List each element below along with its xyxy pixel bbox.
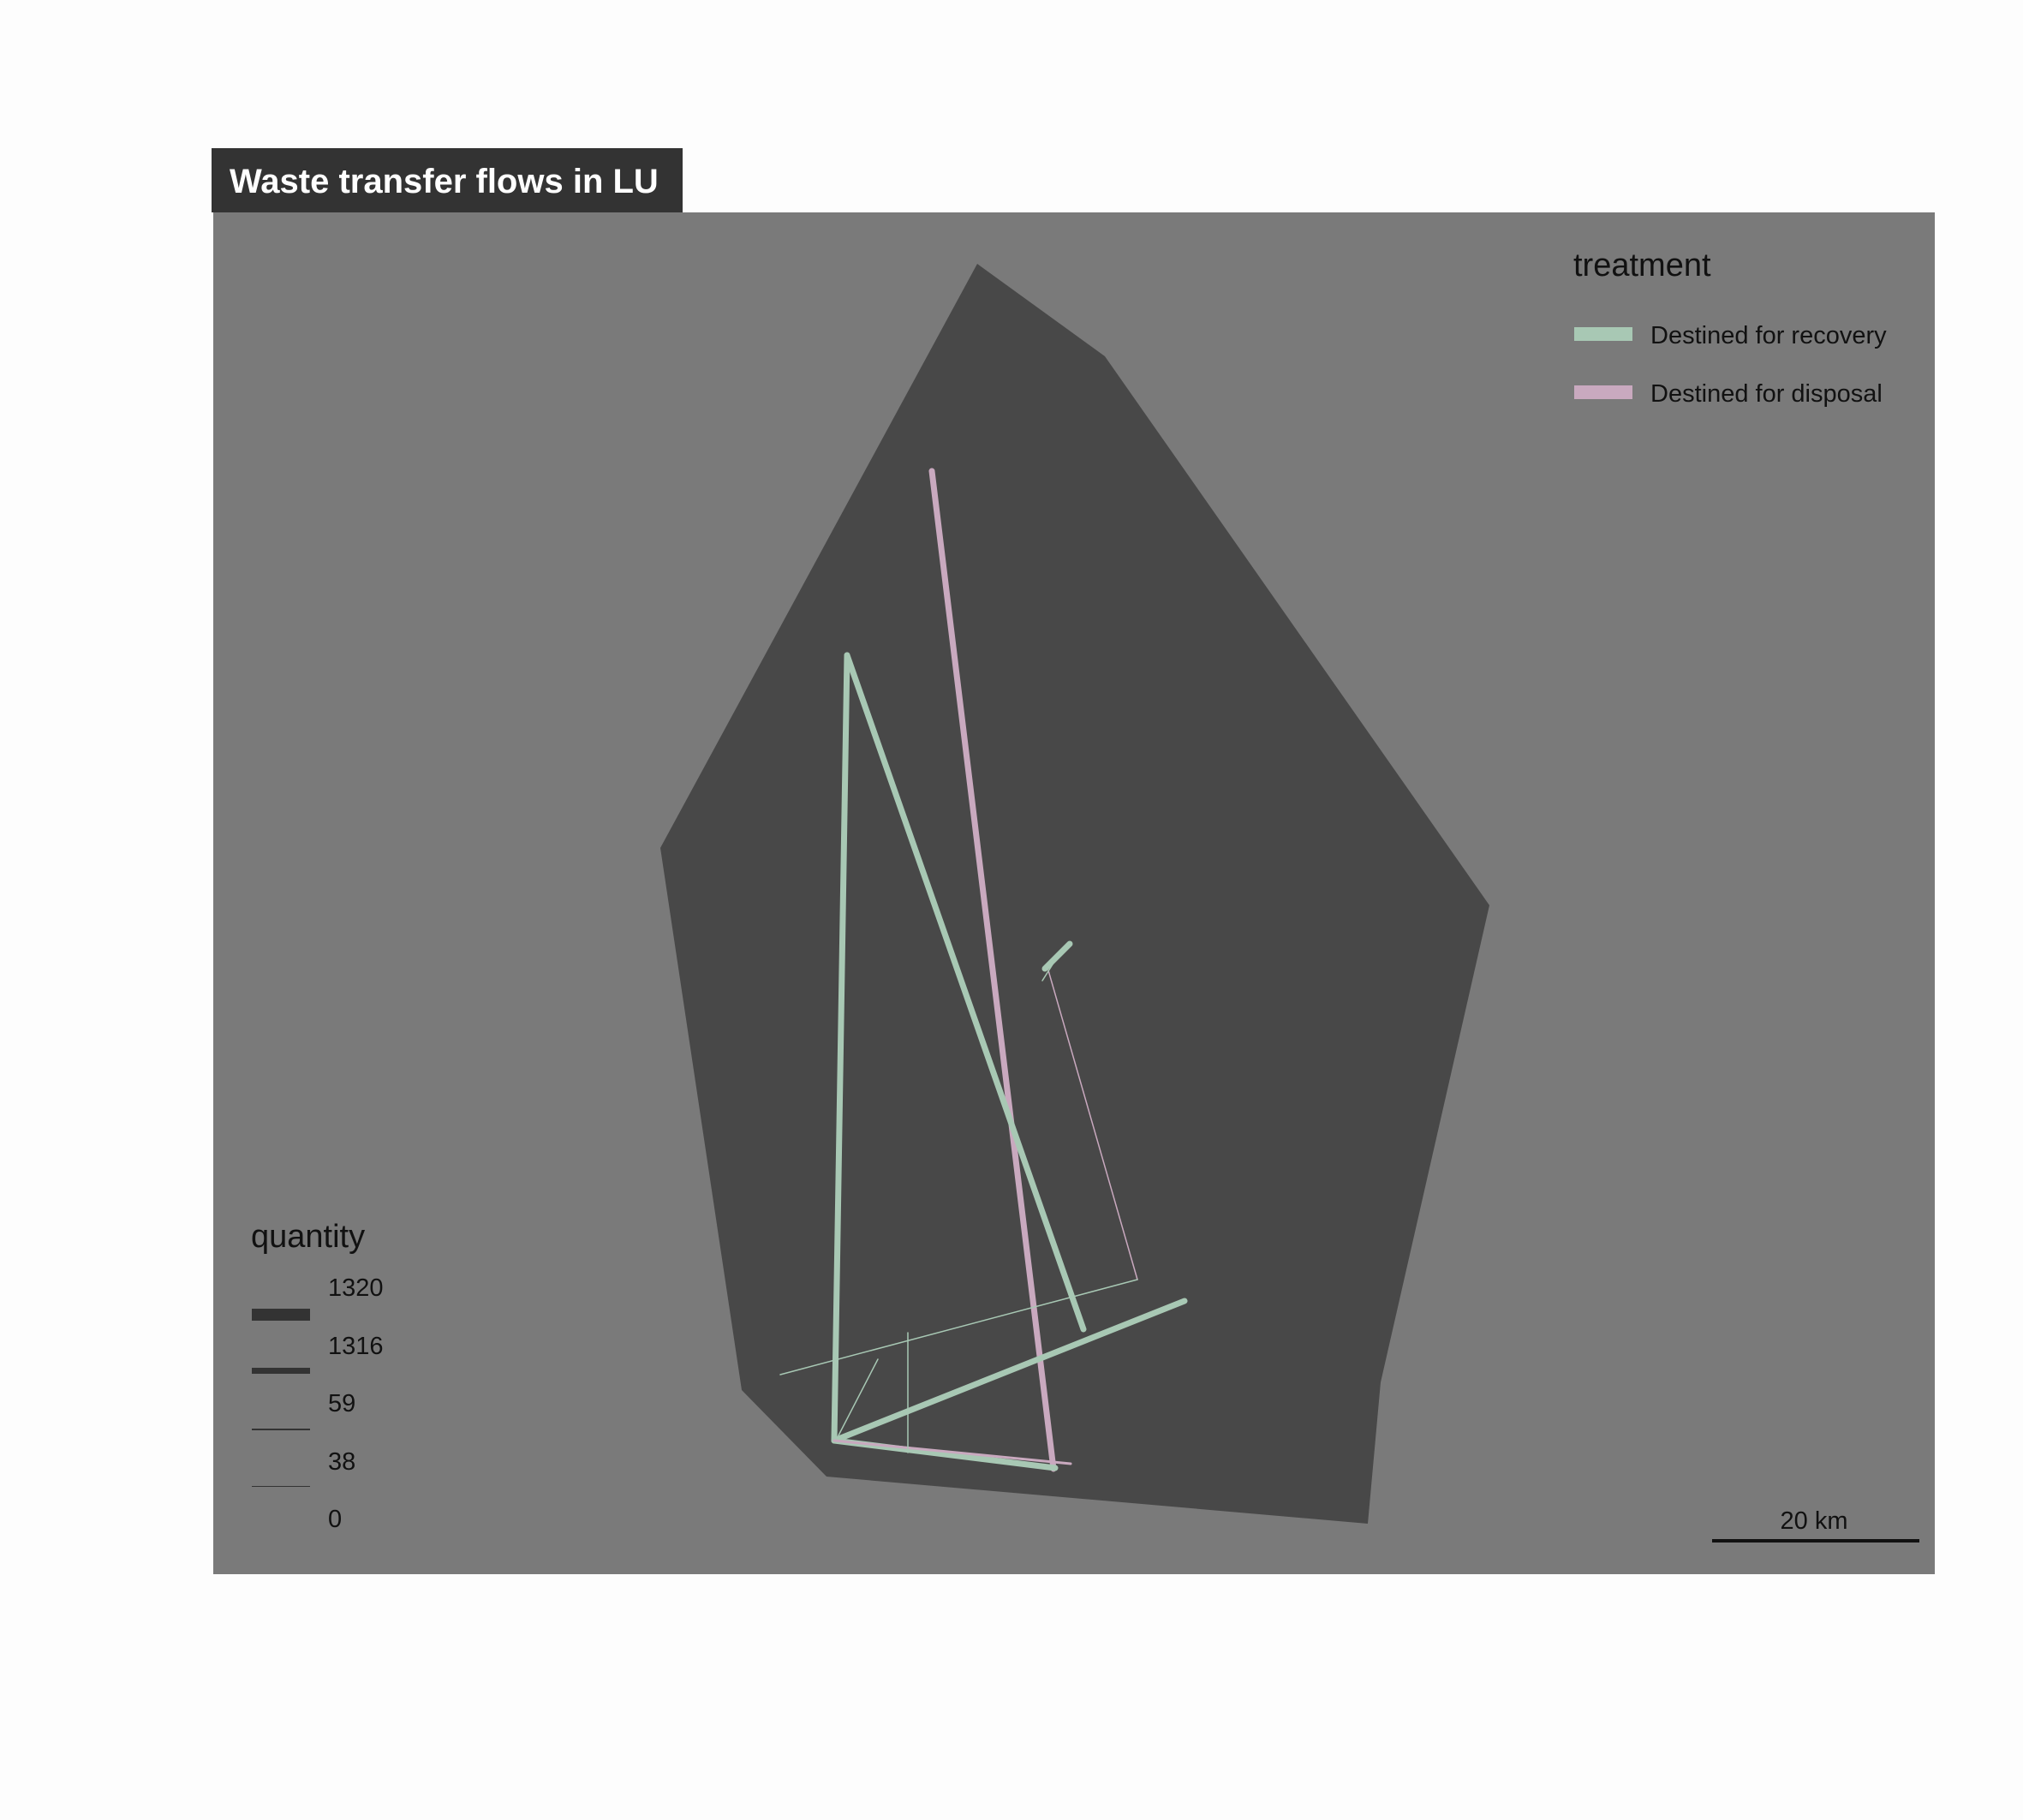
quantity-legend-label: 1316 xyxy=(328,1333,384,1360)
flow-line-disposal xyxy=(1047,970,1138,1280)
flow-line-recovery xyxy=(831,1298,1188,1444)
flow-line-recovery xyxy=(1041,940,1073,972)
flow-line-recovery xyxy=(779,1279,1138,1375)
quantity-legend-line-1320 xyxy=(252,1309,310,1321)
legend-swatch-disposal xyxy=(1574,385,1632,399)
luxembourg-country-shape xyxy=(660,264,1489,1524)
scale-bar: 20 km xyxy=(1712,1507,1919,1543)
quantity-legend: quantity 1320 1316 59 38 0 xyxy=(251,1219,384,1533)
scale-bar-label: 20 km xyxy=(1781,1507,1848,1535)
quantity-legend-title: quantity xyxy=(251,1219,365,1255)
treatment-legend: treatment Destined for recovery Destined… xyxy=(1573,248,1887,408)
legend-label-disposal: Destined for disposal xyxy=(1650,380,1883,408)
flow-line-recovery xyxy=(831,652,850,1444)
quantity-legend-label: 1320 xyxy=(328,1274,384,1302)
treatment-legend-title: treatment xyxy=(1573,248,1711,283)
map-title: Waste transfer flows in LU xyxy=(212,148,683,212)
quantity-legend-line-59 xyxy=(252,1429,310,1430)
flow-line-recovery xyxy=(838,1358,879,1436)
flow-line-recovery xyxy=(1041,964,1053,982)
quantity-legend-label: 59 xyxy=(328,1390,355,1417)
quantity-legend-line-38 xyxy=(252,1486,310,1487)
flows-layer xyxy=(779,468,1188,1472)
quantity-legend-label: 0 xyxy=(328,1506,342,1533)
scale-bar-line xyxy=(1712,1539,1919,1543)
legend-label-recovery: Destined for recovery xyxy=(1650,322,1887,349)
quantity-legend-line-1316 xyxy=(252,1368,310,1374)
title-box xyxy=(212,148,683,212)
quantity-legend-label: 38 xyxy=(328,1448,355,1476)
title-text: Waste transfer flows in LU xyxy=(230,163,659,200)
flow-line-disposal xyxy=(928,468,1057,1472)
flow-line-recovery xyxy=(844,652,1087,1333)
flow-line-disposal xyxy=(832,1439,1072,1465)
legend-swatch-recovery xyxy=(1574,327,1632,341)
